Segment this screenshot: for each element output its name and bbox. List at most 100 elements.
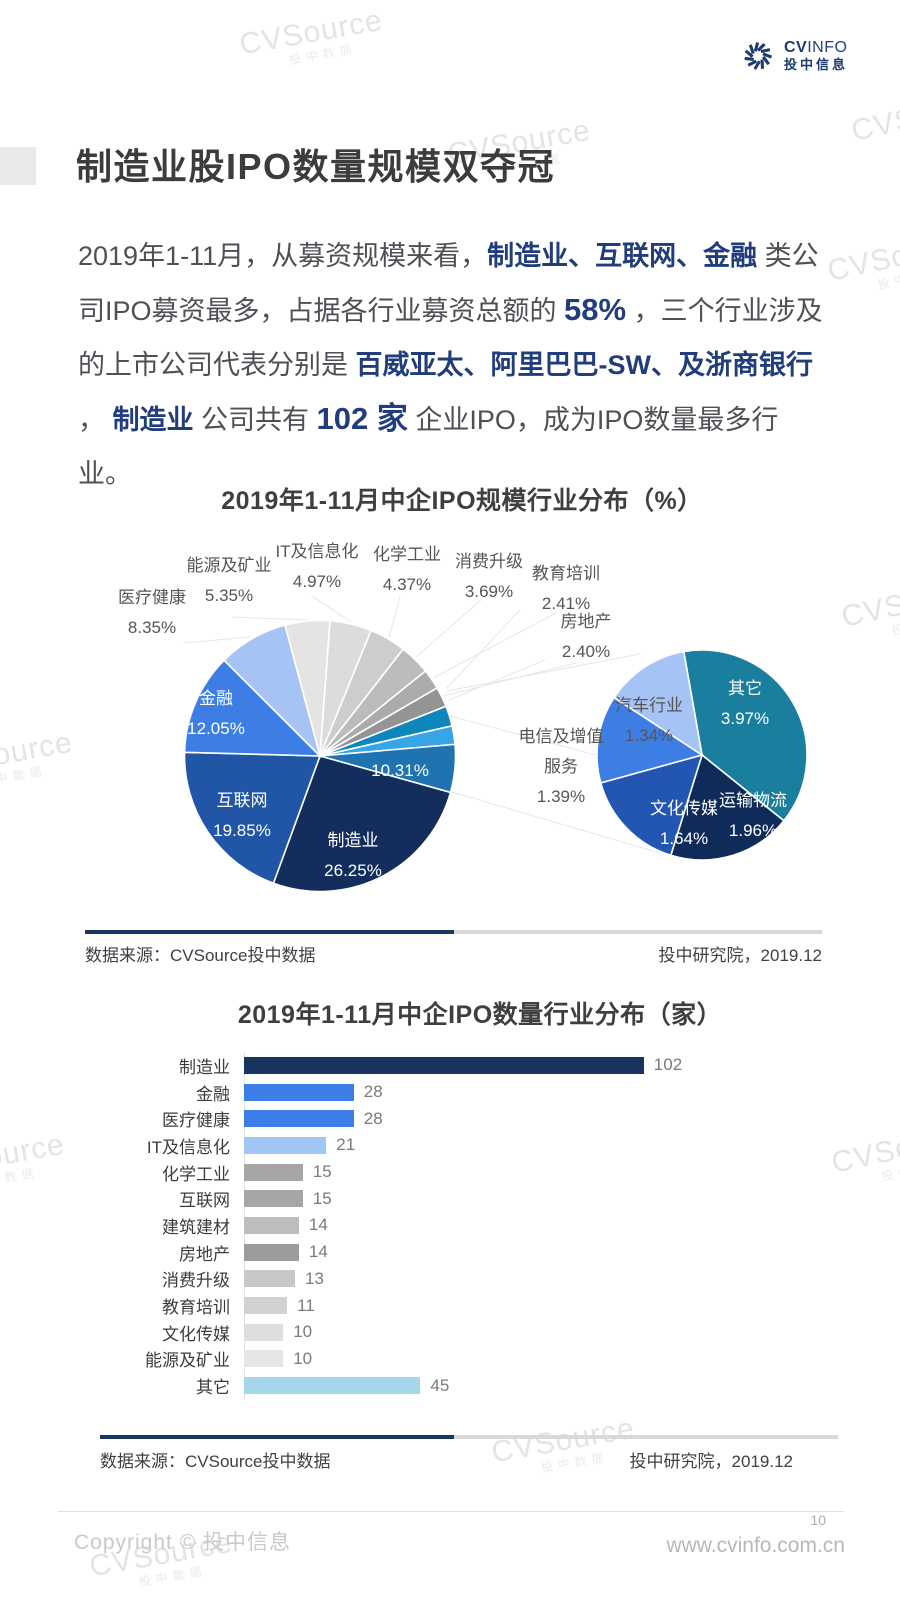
pie2-slice-3 xyxy=(596,696,704,784)
bar xyxy=(244,1350,284,1368)
bar-category-label: 互联网 xyxy=(179,1191,230,1211)
bar xyxy=(244,1377,421,1395)
bar-value: 15 xyxy=(312,1188,332,1208)
pie-chart-title: 2019年1-11月中企IPO规模行业分布（%） xyxy=(221,487,703,515)
bar-value: 11 xyxy=(297,1295,315,1315)
divider-rest xyxy=(454,1435,838,1439)
page-number: 10 xyxy=(810,1512,826,1528)
bar-row: 教育培训 11 xyxy=(62,1292,682,1319)
starburst-icon xyxy=(744,42,773,70)
para-highlight: 制造业 xyxy=(112,405,194,435)
pie-leader-line xyxy=(451,791,661,854)
starburst-ray xyxy=(762,55,770,66)
bar xyxy=(244,1243,299,1261)
watermark-sub-text: 投中数据 xyxy=(880,1156,900,1184)
bar xyxy=(244,1216,299,1234)
bar-row: 能源及矿业 10 xyxy=(62,1346,682,1373)
bar-row: 医疗健康 28 xyxy=(62,1105,682,1132)
para-highlight: 百威亚太、阿里巴巴-SW、及浙商银行 xyxy=(355,350,813,380)
watermark-sub-text: 投中数据 xyxy=(876,264,900,292)
starburst-ray xyxy=(760,48,771,53)
watermark-sub-text: 投中数据 xyxy=(287,41,358,68)
para-text: 2019年1-11月，从募资规模来看， xyxy=(78,241,488,271)
para-text: 企业IPO，成为IPO数量最多行业。 xyxy=(78,405,779,489)
starburst-ray xyxy=(756,43,766,52)
bar-row: 制造业 102 xyxy=(62,1052,682,1079)
bar-category-label: 能源及矿业 xyxy=(145,1351,230,1371)
bar-row: 文化传媒 10 xyxy=(62,1319,682,1346)
bar-row: IT及信息化 21 xyxy=(62,1132,682,1159)
bar-chart-title: 2019年1-11月中企IPO数量行业分布（家） xyxy=(237,1001,723,1029)
para-highlight-102: 102 家 xyxy=(316,401,408,436)
bar-category-label: 医疗健康 xyxy=(162,1111,230,1131)
bar xyxy=(244,1110,354,1128)
starburst-ray xyxy=(747,59,757,67)
bar-category-label: 化学工业 xyxy=(162,1164,230,1184)
bar xyxy=(244,1190,303,1208)
starburst-ray xyxy=(753,42,760,52)
website-url: www.cvinfo.com.cn xyxy=(666,1534,845,1557)
bar-category-label: 房地产 xyxy=(179,1244,230,1264)
bar-row: 建筑建材 14 xyxy=(62,1212,682,1239)
bar-category-label: 消费升级 xyxy=(162,1271,230,1291)
bar xyxy=(244,1163,303,1181)
bar xyxy=(244,1136,327,1154)
section-divider xyxy=(100,1435,838,1439)
starburst-ray xyxy=(762,52,773,59)
divider-accent xyxy=(85,930,454,934)
bar-row: 金融 28 xyxy=(62,1079,682,1106)
pie2-slice-4 xyxy=(612,650,704,757)
summary-paragraph: 2019年1-11月，从募资规模来看，制造业、互联网、金融 类公司IPO募资最多… xyxy=(78,229,826,501)
data-source-label: 数据来源：CVSource投中数据 xyxy=(100,1452,331,1471)
bar-value: 28 xyxy=(363,1082,383,1102)
bar-row: 房地产 14 xyxy=(62,1239,682,1266)
bar xyxy=(244,1083,354,1101)
bar-value: 13 xyxy=(305,1268,324,1288)
para-highlight-58: 58% xyxy=(564,292,627,327)
bar xyxy=(244,1270,295,1288)
bar-value: 14 xyxy=(308,1215,328,1235)
bar-row: 其它 45 xyxy=(62,1372,682,1399)
para-highlight: 制造业、互联网、金融 xyxy=(487,241,758,271)
bar-value: 10 xyxy=(293,1348,313,1368)
watermark-sub-text: 投中数据 xyxy=(137,1563,208,1590)
pie2-slice-0 xyxy=(682,649,808,822)
pie-leader-line xyxy=(388,596,401,638)
bar xyxy=(244,1297,288,1315)
bar-value: 10 xyxy=(293,1322,313,1342)
bar-category-label: 文化传媒 xyxy=(162,1324,230,1344)
bar-category-label: 制造业 xyxy=(179,1057,230,1077)
divider-accent xyxy=(100,1435,455,1439)
para-text: ， xyxy=(78,405,113,435)
logo-brand-cn: 投中信息 xyxy=(783,56,848,72)
cvsource-watermark: CVSource投中数据 xyxy=(849,85,900,162)
pie-leader-line xyxy=(415,599,482,658)
watermark-main-text: CVSource xyxy=(824,225,900,288)
bar-row: 消费升级 13 xyxy=(62,1266,682,1293)
pie-slice-3 xyxy=(222,624,322,759)
pie-slice-2 xyxy=(183,659,322,757)
pie-source-row: 数据来源：CVSource投中数据 投中研究院，2019.12 xyxy=(85,941,822,966)
bar-source-row: 数据来源：CVSource投中数据 投中研究院，2019.12 xyxy=(100,1447,793,1472)
cvinfo-logo: CVINFO 投中信息 xyxy=(740,36,848,76)
copyright-text: Copyright © 投中信息 xyxy=(74,1531,292,1554)
watermark-sub-text: 投中数据 xyxy=(0,1165,40,1192)
starburst-ray xyxy=(753,60,761,70)
logo-brand-en: CVINFO xyxy=(783,39,848,57)
bar-value: 21 xyxy=(336,1135,356,1155)
pie-leader-line xyxy=(432,612,557,679)
bar-chart-rows: 制造业 102 金融 28 医疗健康 28 IT及信息化 21 化学工业 15 互联网 15 建筑建材 1… xyxy=(62,1052,682,1399)
pie-leader-line xyxy=(448,659,546,701)
watermark-main-text: CVSource xyxy=(828,1117,900,1180)
pie-leader-line xyxy=(182,636,251,644)
pie-leader-line xyxy=(231,616,308,621)
pie-chart-canvas xyxy=(182,595,808,893)
pie-leader-line xyxy=(449,715,601,757)
data-source-label: 数据来源：CVSource投中数据 xyxy=(85,946,316,965)
logo-text: CVINFO 投中信息 xyxy=(784,39,848,72)
starburst-ray xyxy=(748,44,755,55)
pie-leader-line xyxy=(311,595,352,623)
bar xyxy=(244,1323,284,1341)
